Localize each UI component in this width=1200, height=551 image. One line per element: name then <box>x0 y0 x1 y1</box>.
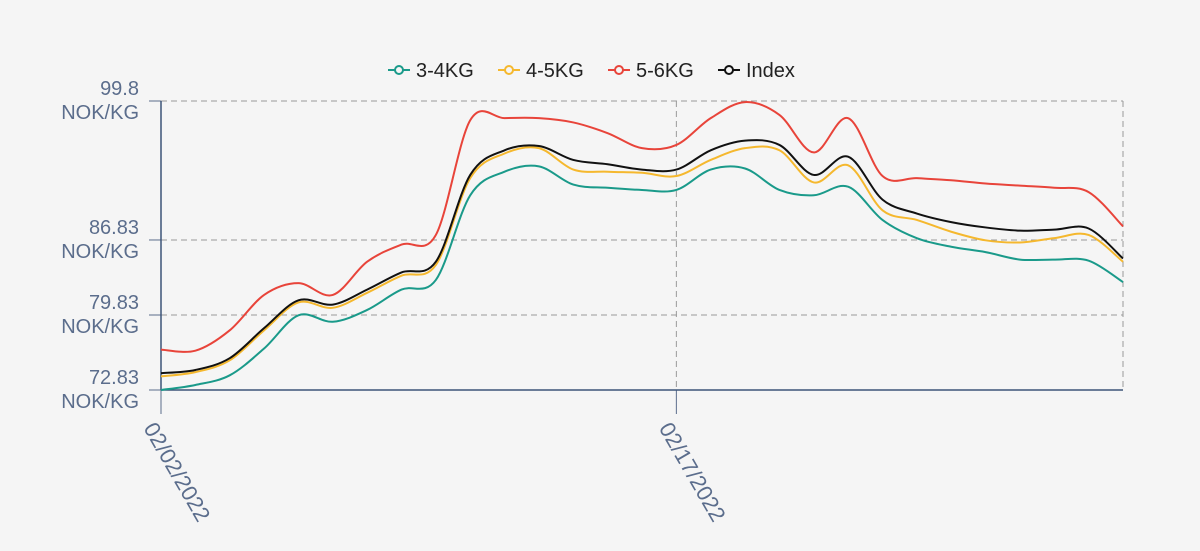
series-line <box>160 164 1124 391</box>
y-tick-label: 99.8 NOK/KG <box>61 78 139 124</box>
legend-label: 5-6KG <box>636 60 694 82</box>
legend-marker <box>724 65 734 75</box>
legend-marker <box>614 65 624 75</box>
legend-marker <box>394 65 404 75</box>
legend-label: 3-4KG <box>416 60 474 82</box>
series-line <box>160 145 1124 378</box>
x-tick-label: 02/02/2022 <box>139 418 216 526</box>
y-tick-label: 86.83 NOK/KG <box>61 216 139 263</box>
series-line <box>160 139 1124 375</box>
legend: 3-4KG 4-5KG 5-6KG Index <box>388 60 795 82</box>
y-tick-label: 72.83 NOK/KG <box>61 367 139 413</box>
series-line <box>160 101 1124 353</box>
legend-marker <box>504 65 514 75</box>
y-tick-label: 79.83 NOK/KG <box>61 291 139 338</box>
legend-label: Index <box>746 60 795 82</box>
x-tick-label: 02/17/2022 <box>654 418 731 526</box>
legend-label: 4-5KG <box>526 60 584 82</box>
